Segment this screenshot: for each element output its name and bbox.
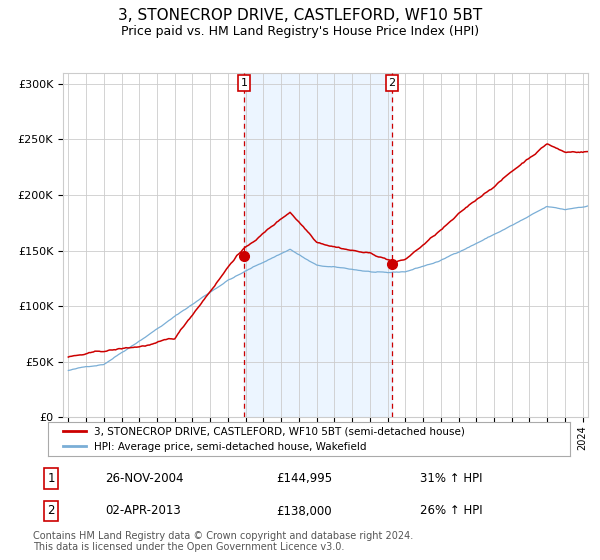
Text: 2: 2 <box>388 78 395 88</box>
Text: 1: 1 <box>47 472 55 485</box>
Bar <box>244 73 392 417</box>
Text: 3, STONECROP DRIVE, CASTLEFORD, WF10 5BT: 3, STONECROP DRIVE, CASTLEFORD, WF10 5BT <box>118 8 482 24</box>
Text: 26-NOV-2004: 26-NOV-2004 <box>105 472 184 485</box>
Text: Contains HM Land Registry data © Crown copyright and database right 2024.
This d: Contains HM Land Registry data © Crown c… <box>33 531 413 553</box>
Text: £138,000: £138,000 <box>276 505 332 517</box>
Text: 02-APR-2013: 02-APR-2013 <box>105 505 181 517</box>
Text: 31% ↑ HPI: 31% ↑ HPI <box>420 472 482 485</box>
Legend: 3, STONECROP DRIVE, CASTLEFORD, WF10 5BT (semi-detached house), HPI: Average pri: 3, STONECROP DRIVE, CASTLEFORD, WF10 5BT… <box>58 422 469 456</box>
Text: £144,995: £144,995 <box>276 472 332 485</box>
Text: 26% ↑ HPI: 26% ↑ HPI <box>420 505 482 517</box>
Text: 1: 1 <box>241 78 247 88</box>
Text: Price paid vs. HM Land Registry's House Price Index (HPI): Price paid vs. HM Land Registry's House … <box>121 25 479 38</box>
Text: 2: 2 <box>47 505 55 517</box>
